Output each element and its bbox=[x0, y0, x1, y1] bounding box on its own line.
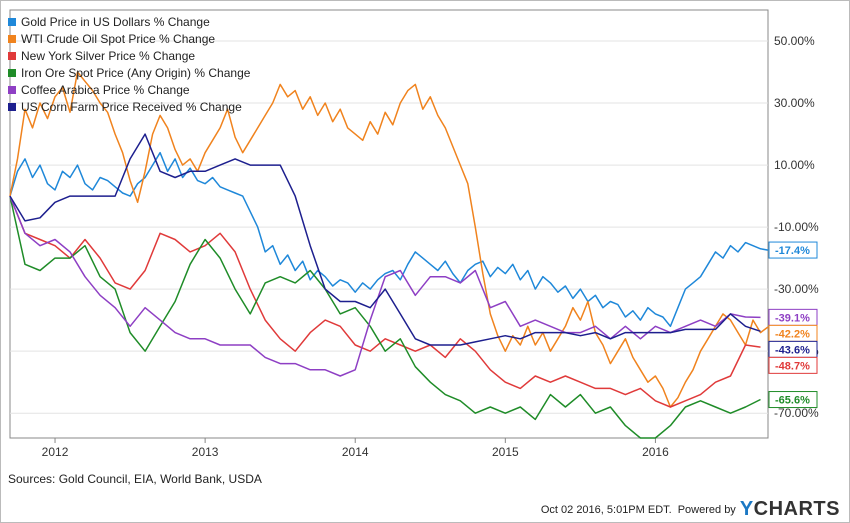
end-value-label-5: -39.1% bbox=[768, 308, 818, 326]
end-value-label-6: -43.6% bbox=[768, 340, 818, 358]
y-tick-label: -30.00% bbox=[774, 282, 819, 296]
svg-text:-65.6%: -65.6% bbox=[775, 395, 810, 407]
legend-label: Gold Price in US Dollars % Change bbox=[21, 14, 210, 29]
series-line-6 bbox=[9, 133, 761, 346]
y-tick-label: -10.00% bbox=[774, 220, 819, 234]
x-tick-label: 2015 bbox=[492, 445, 519, 459]
x-tick-label: 2014 bbox=[342, 445, 369, 459]
legend-swatch bbox=[8, 17, 16, 26]
series-line-1 bbox=[9, 151, 769, 328]
series-line-4 bbox=[9, 195, 761, 439]
legend-item-5[interactable]: Coffee Arabica Price % Change bbox=[8, 81, 250, 98]
x-tick-label: 2016 bbox=[642, 445, 669, 459]
legend: Gold Price in US Dollars % Change WTI Cru… bbox=[8, 13, 250, 115]
end-value-label-2: -42.2% bbox=[768, 324, 818, 342]
x-tick-label: 2013 bbox=[192, 445, 219, 459]
series-line-3 bbox=[9, 195, 761, 408]
legend-item-6[interactable]: US Corn Farm Price Received % Change bbox=[8, 98, 250, 115]
y-tick-label: 30.00% bbox=[774, 96, 815, 110]
legend-item-1[interactable]: Gold Price in US Dollars % Change bbox=[8, 13, 250, 30]
legend-swatch bbox=[8, 68, 16, 77]
y-tick-label: -70.00% bbox=[774, 406, 819, 420]
end-value-label-3: -48.7% bbox=[768, 356, 818, 374]
series-line-2 bbox=[9, 71, 769, 408]
legend-swatch bbox=[8, 51, 16, 60]
powered-by-text: Powered by bbox=[677, 503, 736, 516]
legend-label: US Corn Farm Price Received % Change bbox=[21, 99, 242, 114]
y-tick-label: 10.00% bbox=[774, 158, 815, 172]
legend-label: Coffee Arabica Price % Change bbox=[21, 82, 190, 97]
svg-text:-48.7%: -48.7% bbox=[775, 360, 810, 372]
svg-text:-17.4%: -17.4% bbox=[775, 245, 810, 257]
svg-text:-39.1%: -39.1% bbox=[775, 312, 810, 324]
legend-swatch bbox=[8, 85, 16, 94]
sources-note: Sources: Gold Council, EIA, World Bank, … bbox=[8, 472, 262, 486]
footer-attribution: Oct 02 2016, 5:01PM EDT. Powered by YCHA… bbox=[541, 498, 840, 521]
legend-swatch bbox=[8, 34, 16, 43]
legend-item-4[interactable]: Iron Ore Spot Price (Any Origin) % Chang… bbox=[8, 64, 250, 81]
y-tick-label: 50.00% bbox=[774, 34, 815, 48]
legend-item-3[interactable]: New York Silver Price % Change bbox=[8, 47, 250, 64]
legend-item-2[interactable]: WTI Crude Oil Spot Price % Change bbox=[8, 30, 250, 47]
svg-text:-43.6%: -43.6% bbox=[775, 344, 810, 356]
svg-text:-42.2%: -42.2% bbox=[775, 328, 810, 340]
legend-label: WTI Crude Oil Spot Price % Change bbox=[21, 31, 216, 46]
legend-label: Iron Ore Spot Price (Any Origin) % Chang… bbox=[21, 65, 251, 80]
x-tick-label: 2012 bbox=[42, 445, 69, 459]
ycharts-logo[interactable]: YCHARTS bbox=[740, 498, 840, 521]
plot-area bbox=[9, 9, 769, 439]
ycharts-logo-text: CHARTS bbox=[753, 498, 840, 520]
timestamp: Oct 02 2016, 5:01PM EDT. bbox=[540, 503, 672, 516]
end-value-label-4: -65.6% bbox=[768, 391, 818, 409]
legend-swatch bbox=[8, 102, 16, 111]
ycharts-logo-y: Y bbox=[739, 498, 754, 520]
series-line-5 bbox=[9, 195, 761, 377]
legend-label: New York Silver Price % Change bbox=[21, 48, 196, 63]
end-value-label-1: -17.4% bbox=[768, 241, 818, 259]
